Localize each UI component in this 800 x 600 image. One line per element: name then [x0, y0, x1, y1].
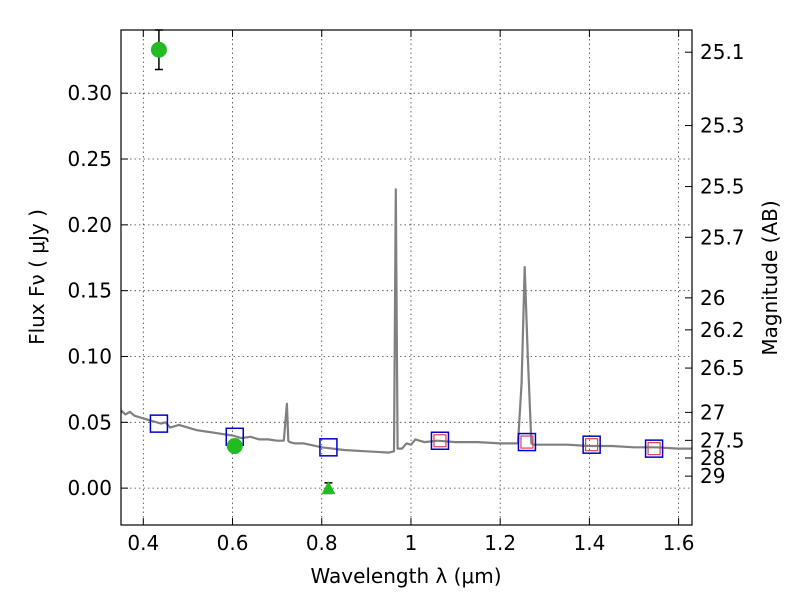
model-spectrum-line	[120, 188, 692, 454]
y-tick-label: 0.00	[67, 476, 112, 500]
x-tick-label: 0.6	[217, 531, 249, 555]
model-box	[644, 439, 664, 458]
observed-triangle	[321, 481, 336, 495]
y2-tick-label: 26.5	[700, 356, 745, 380]
y2-tick-label: 28	[700, 446, 725, 470]
y-tick-label: 0.15	[67, 279, 112, 303]
model-box	[582, 435, 601, 454]
x-tick-label: 1.4	[573, 531, 605, 555]
model-box	[149, 414, 169, 433]
y2-tick-label: 25.7	[700, 225, 745, 249]
x-tick-label: 1	[405, 531, 418, 555]
plot-frame	[120, 29, 693, 526]
model-box-inner	[433, 434, 447, 448]
y-tick-label: 0.25	[67, 147, 112, 171]
x-tick-label: 0.4	[127, 531, 159, 555]
x-axis-label: Wavelength λ (μm)	[310, 564, 501, 588]
y-axis-ticks: 0.00 0.05 0.10 0.15 0.20 0.25 0.30	[67, 81, 128, 500]
y-axis-label: Flux Fν ( μJy )	[25, 209, 49, 345]
model-box-inner	[585, 438, 599, 452]
x-tick-label: 0.8	[306, 531, 338, 555]
model-photometry-markers	[149, 414, 664, 458]
model-box	[430, 431, 450, 450]
y2-axis-label: Magnitude (AB)	[758, 200, 782, 355]
y2-tick-label: 29	[700, 464, 725, 488]
model-box-inner	[647, 442, 661, 456]
y-tick-label: 0.30	[67, 81, 112, 105]
y2-tick-label: 27.5	[700, 428, 745, 452]
plot-background	[121, 30, 692, 525]
x-tick-label: 1.6	[663, 531, 695, 555]
x-tick-label: 1.2	[484, 531, 516, 555]
observed-point	[226, 438, 243, 455]
y2-tick-label: 26	[700, 286, 725, 310]
y-tick-label: 0.20	[67, 213, 112, 237]
y2-tick-label: 27	[700, 400, 725, 424]
y2-tick-label: 26.2	[700, 318, 745, 342]
observed-point	[150, 41, 167, 58]
y2-tick-label: 25.5	[700, 175, 745, 199]
y-tick-label: 0.05	[67, 410, 112, 434]
model-box	[319, 438, 338, 457]
y2-tick-label: 25.3	[700, 114, 745, 138]
grid-lines	[121, 30, 692, 525]
y2-tick-label: 25.1	[700, 40, 745, 64]
model-box-inner	[520, 435, 534, 449]
x-axis-ticks: 0.4 0.6 0.8 1 1.2 1.4 1.6	[127, 30, 695, 555]
model-spectrum	[120, 188, 692, 454]
y-tick-label: 0.10	[67, 344, 112, 368]
model-box	[517, 432, 537, 452]
